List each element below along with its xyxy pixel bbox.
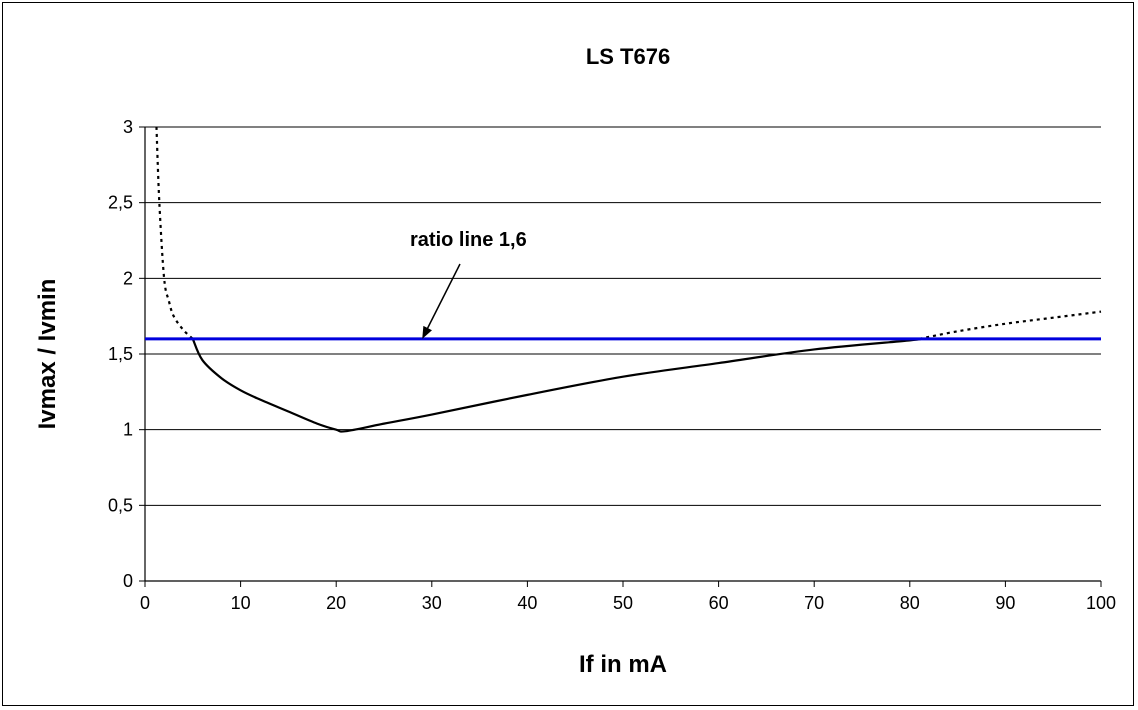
y-tick-label: 2,5 bbox=[108, 193, 133, 213]
series-line-1 bbox=[191, 337, 922, 433]
series-line-2 bbox=[919, 310, 1102, 340]
x-tick-label: 10 bbox=[231, 593, 251, 613]
y-tick-labels: 0 0,5 1 1,5 2 2,5 3 bbox=[108, 117, 133, 591]
chart-title: LS T676 bbox=[586, 44, 670, 69]
series-line-0 bbox=[155, 126, 194, 340]
x-tick-label: 70 bbox=[804, 593, 824, 613]
gridlines bbox=[145, 126, 1101, 506]
x-tick-label: 50 bbox=[613, 593, 633, 613]
annotation-label: ratio line 1,6 bbox=[410, 229, 527, 251]
axes bbox=[139, 126, 1102, 587]
series-group bbox=[144, 126, 1102, 433]
y-tick-label: 2 bbox=[123, 268, 133, 288]
annotations: ratio line 1,6 bbox=[410, 229, 527, 339]
x-tick-label: 30 bbox=[422, 593, 442, 613]
x-axis-label: If in mA bbox=[579, 651, 667, 678]
x-tick-label: 60 bbox=[709, 593, 729, 613]
x-tick-label: 0 bbox=[140, 593, 150, 613]
x-tick-label: 100 bbox=[1086, 593, 1116, 613]
y-axis-label: Ivmax / Ivmin bbox=[34, 279, 61, 430]
y-tick-label: 1,5 bbox=[108, 344, 133, 364]
x-tick-label: 40 bbox=[517, 593, 537, 613]
y-tick-label: 0,5 bbox=[108, 495, 133, 515]
y-tick-label: 1 bbox=[123, 420, 133, 440]
x-tick-label: 80 bbox=[900, 593, 920, 613]
x-tick-label: 90 bbox=[995, 593, 1015, 613]
y-tick-label: 0 bbox=[123, 571, 133, 591]
arrow-head bbox=[422, 325, 432, 339]
y-tick-label: 3 bbox=[123, 117, 133, 137]
annotation-arrow bbox=[425, 263, 461, 332]
x-tick-label: 20 bbox=[326, 593, 346, 613]
x-tick-labels: 0 10 20 30 40 50 60 70 80 90 100 bbox=[140, 593, 1116, 613]
